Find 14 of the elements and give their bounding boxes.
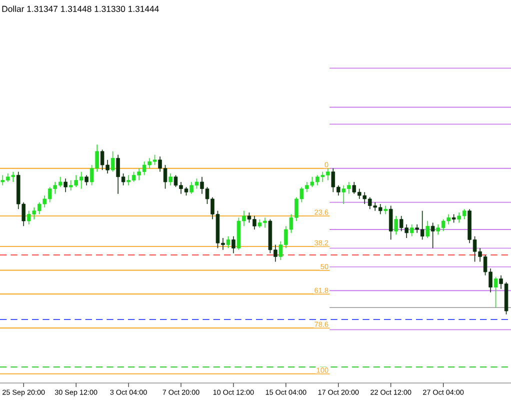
candlestick (226, 236, 230, 249)
candlestick (232, 236, 236, 254)
candlestick (110, 150, 115, 172)
candlestick (84, 174, 88, 186)
candlestick (394, 216, 398, 235)
candlestick (426, 220, 430, 238)
candlestick (410, 224, 414, 237)
candlestick (430, 222, 435, 249)
candlestick (384, 205, 388, 215)
candlestick (168, 173, 172, 186)
candlestick (64, 178, 68, 193)
chart-title: Dollar 1.31347 1.31448 1.31330 1.31444 (2, 6, 159, 12)
candlestick (494, 276, 498, 308)
candlestick (388, 205, 393, 240)
